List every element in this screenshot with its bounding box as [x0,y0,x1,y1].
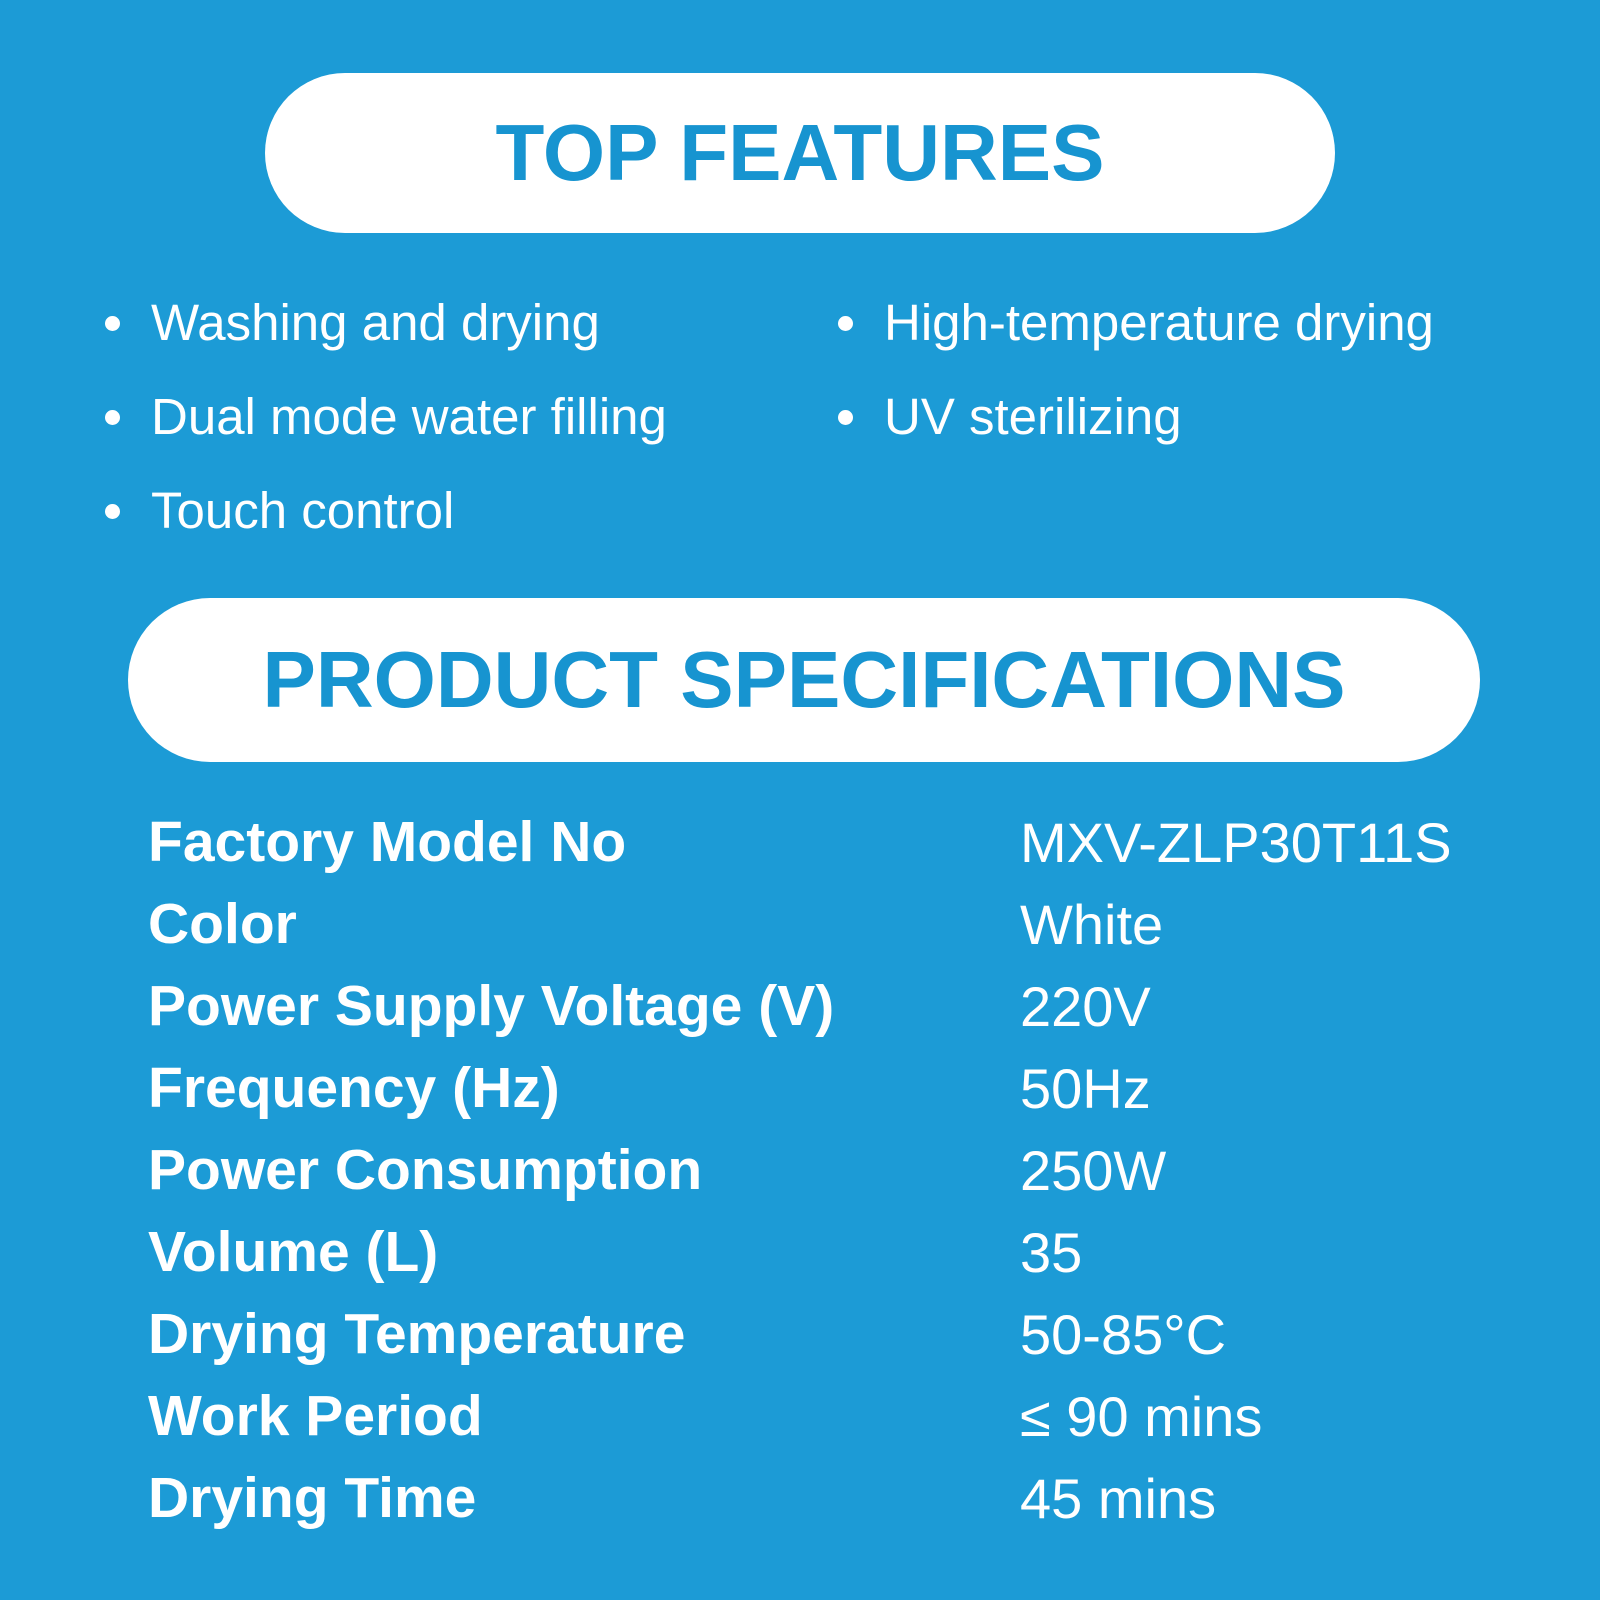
feature-item: Washing and drying [105,292,667,354]
spec-value: 50-85°C [1020,1302,1227,1366]
spec-label: Power Consumption [148,1138,703,1202]
spec-row: Drying Temperature 50-85°C [148,1293,1540,1375]
spec-label: Color [148,892,297,956]
spec-label: Drying Time [148,1466,477,1530]
feature-item: UV sterilizing [838,386,1434,448]
product-specifications-header-pill: PRODUCT SPECIFICATIONS [128,598,1480,762]
spec-value: White [1020,892,1164,956]
feature-label: UV sterilizing [884,388,1182,445]
spec-row: Volume (L) 35 [148,1211,1540,1293]
feature-label: Washing and drying [151,294,600,351]
bullet-icon [105,409,120,425]
spec-label: Frequency (Hz) [148,1056,560,1120]
feature-label: Touch control [151,482,455,539]
feature-label: High-temperature drying [884,294,1434,351]
spec-row: Power Consumption 250W [148,1129,1540,1211]
feature-label: Dual mode water filling [151,388,667,445]
features-column-left: Washing and drying Dual mode water fillin… [105,292,667,574]
spec-value: 250W [1020,1138,1167,1202]
spec-row: Power Supply Voltage (V) 220V [148,965,1540,1047]
bullet-icon [838,409,853,425]
spec-value: 35 [1020,1220,1083,1284]
feature-item: High-temperature drying [838,292,1434,354]
spec-value: 220V [1020,974,1151,1038]
spec-label: Work Period [148,1384,483,1448]
feature-item: Dual mode water filling [105,386,667,448]
spec-value: MXV-ZLP30T11S [1020,810,1452,874]
spec-value: ≤ 90 mins [1020,1384,1263,1448]
spec-value: 45 mins [1020,1466,1217,1530]
top-features-title: TOP FEATURES [495,108,1105,197]
spec-row: Frequency (Hz) 50Hz [148,1047,1540,1129]
spec-row: Factory Model No MXV-ZLP30T11S [148,801,1540,883]
spec-row: Work Period ≤ 90 mins [148,1375,1540,1457]
top-features-header-pill: TOP FEATURES [265,73,1335,233]
bullet-icon [105,315,120,331]
specifications-table: Factory Model No MXV-ZLP30T11S Color White P… [148,801,1540,1539]
spec-label: Drying Temperature [148,1302,686,1366]
product-specifications-title: PRODUCT SPECIFICATIONS [262,635,1346,724]
spec-row: Drying Time 45 mins [148,1457,1540,1539]
spec-value: 50Hz [1020,1056,1151,1120]
spec-label: Factory Model No [148,810,627,874]
feature-item: Touch control [105,480,667,542]
features-column-right: High-temperature drying UV sterilizing [838,292,1434,480]
bullet-icon [105,503,120,519]
spec-label: Volume (L) [148,1220,439,1284]
bullet-icon [838,315,853,331]
spec-label: Power Supply Voltage (V) [148,974,835,1038]
spec-row: Color White [148,883,1540,965]
